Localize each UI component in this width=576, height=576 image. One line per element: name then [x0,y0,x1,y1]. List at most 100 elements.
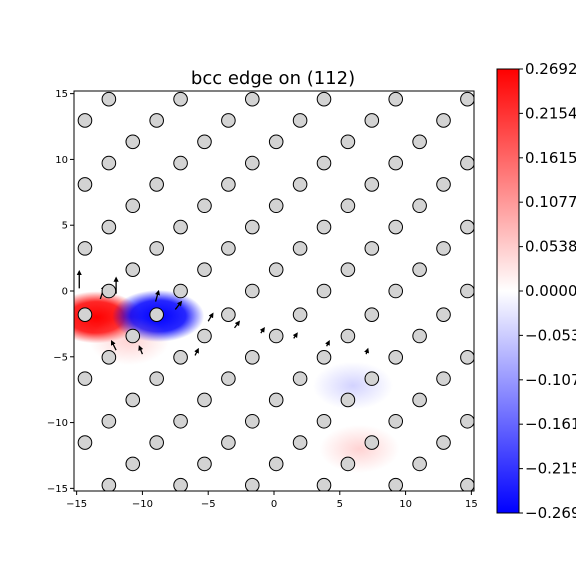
displacement-arrow-7 [259,326,265,334]
atom-77 [340,328,356,344]
atom-48 [125,134,141,150]
atom-74 [125,328,141,344]
y-tick-label-1: −10 [47,418,68,429]
atom-17 [292,241,308,256]
colorbar-tick-label-8: −0.1615 [525,415,576,433]
atom-86 [460,350,474,365]
colorbar-tick-label-4: 0.0538 [525,238,576,256]
colorbar-tick-label-3: 0.1077 [525,193,576,211]
atom-24 [316,219,332,235]
atom-50 [268,134,284,150]
atom-58 [364,113,380,128]
atom-122 [173,477,188,491]
y-tick-label-2: −5 [53,352,68,363]
y-tick-label-0: −15 [47,484,68,495]
atom-38 [364,177,380,192]
atom-0 [30,284,44,298]
atom-114 [125,456,141,472]
atom-39 [436,177,451,192]
atom-3 [244,283,260,299]
atom-85 [388,350,404,365]
y-tick-label-5: 10 [55,155,68,166]
atom-94 [125,392,141,408]
atom-34 [77,177,93,192]
colorbar: 0.2692 0.2154 0.1615 0.1077 0.0538 0.0000 −0.0… [496,60,576,522]
atom-5 [388,283,404,299]
atom-99 [485,393,499,407]
colorbar-tick-label-5: 0.0000 [525,282,576,300]
atom-1 [101,283,117,299]
colorbar-tick-label-2: 0.1615 [525,149,576,167]
displacement-arrow-5 [207,312,214,322]
atom-107 [77,435,93,450]
atom-97 [340,392,356,408]
x-tick-label-1: −10 [132,499,153,510]
atom-62 [173,91,188,107]
x-tick-label-6: 15 [465,499,478,510]
atom-81 [101,350,117,365]
x-tick-label-5: 10 [399,499,412,510]
colorbar-tick-label-1: 0.2154 [525,104,576,122]
atom-98 [412,392,427,408]
atom-73 [54,329,68,343]
atom-111 [364,435,380,450]
atom-105 [388,413,404,429]
atom-92 [436,371,451,386]
atom-54 [77,113,93,128]
atom-49 [197,134,212,150]
atom-18 [364,241,380,256]
atom-40 [30,156,44,170]
atom-100 [30,414,44,428]
atom-6 [460,283,474,299]
atom-8 [125,262,141,277]
atom-60 [30,92,44,106]
atom-75 [197,328,212,344]
atom-87 [77,371,93,386]
atom-2 [173,283,188,299]
atom-84 [316,350,332,365]
atom-43 [244,155,260,171]
atom-82 [173,350,188,365]
atom-16 [221,241,236,256]
atom-70 [292,307,308,322]
atom-15 [149,241,164,256]
atom-55 [149,113,164,128]
atom-119 [485,457,499,471]
atom-7 [54,263,68,277]
y-axis: −15 −10 −5 0 5 10 15 [47,89,74,495]
displacement-arrow-4 [174,300,183,310]
atom-115 [197,456,212,472]
atom-33 [485,199,499,213]
displacement-arrow-12 [325,339,330,347]
atom-116 [268,456,284,472]
colorbar-tick-label-7: −0.1077 [525,371,576,389]
atom-67 [77,307,93,322]
displacement-arrow-8 [292,332,298,339]
displacement-arrow-11 [194,347,199,356]
atom-66 [460,91,474,107]
atom-37 [292,177,308,192]
atom-76 [268,328,284,344]
atom-90 [292,371,308,386]
atom-19 [436,241,451,256]
atom-108 [149,435,164,450]
y-tick-label-4: 5 [62,221,68,232]
atom-80 [30,351,44,365]
y-tick-label-6: 15 [55,89,68,100]
atom-63 [244,91,260,107]
atom-30 [268,198,284,214]
atom-11 [340,262,356,277]
atom-9 [197,262,212,277]
atom-51 [340,134,356,150]
plot-area: −15 −10 −5 0 5 10 15 −15 −10 −5 0 5 10 15 [30,89,499,510]
atom-29 [197,198,212,214]
atom-117 [340,456,356,472]
atom-126 [460,477,474,491]
atom-104 [316,413,332,429]
colorbar-tick-label-10: −0.2692 [525,504,576,522]
atom-123 [244,477,260,491]
colorbar-tick-label-0: 0.2692 [525,60,576,78]
atom-53 [485,135,499,149]
displacement-arrow-10 [138,345,144,355]
atom-101 [101,413,117,429]
